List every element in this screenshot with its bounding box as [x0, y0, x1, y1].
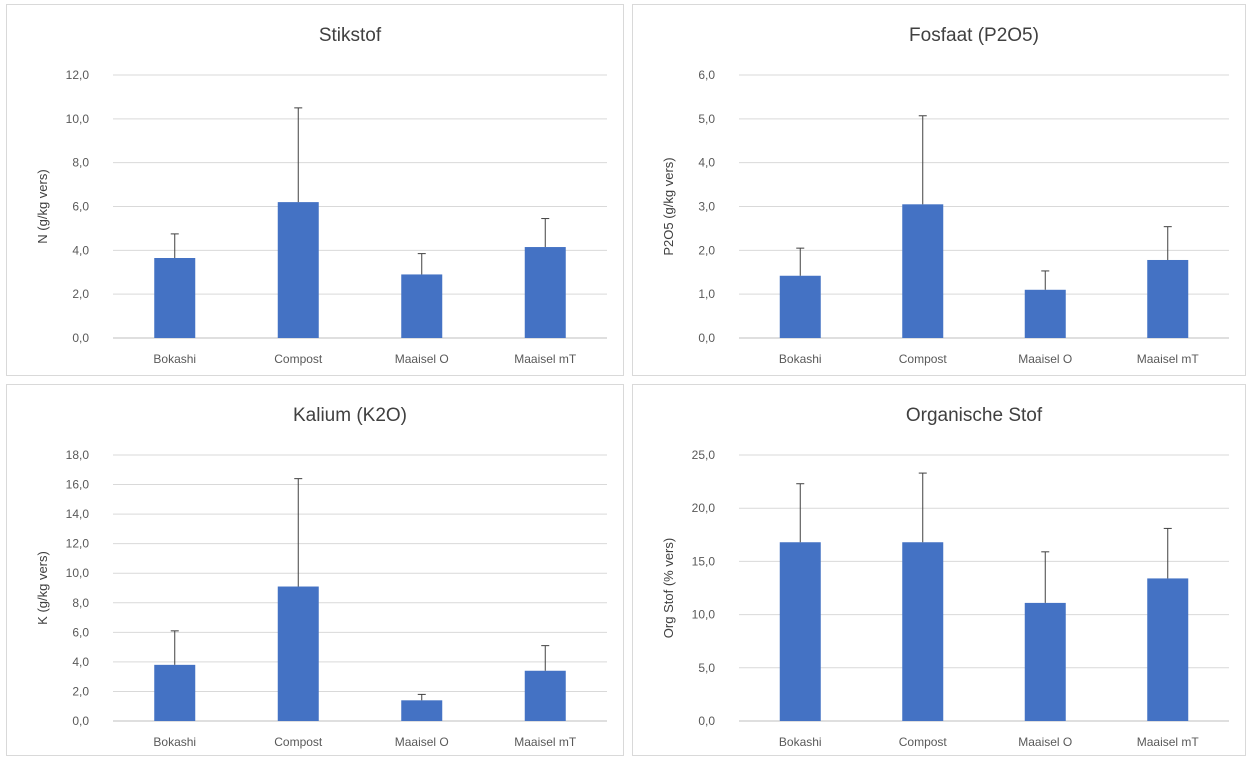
y-tick-label: 12,0 [66, 537, 90, 551]
bar [277, 586, 319, 721]
y-tick-label: 3,0 [698, 200, 715, 214]
y-tick-label: 10,0 [692, 608, 716, 622]
x-tick-label: Compost [274, 352, 323, 366]
bar [779, 275, 821, 338]
y-tick-label: 5,0 [698, 661, 715, 675]
y-tick-label: 6,0 [72, 200, 89, 214]
bar [154, 258, 196, 338]
x-tick-label: Maaisel O [395, 735, 449, 749]
chart-title: Stikstof [319, 25, 382, 46]
y-tick-label: 20,0 [692, 501, 716, 515]
y-tick-label: 0,0 [72, 714, 89, 728]
y-tick-label: 4,0 [72, 655, 89, 669]
x-tick-label: Maaisel O [1018, 352, 1072, 366]
chart-svg-organische-stof: Organische Stof 0,0 5,0 10,0 15,0 20,0 25,0 Org… [661, 405, 1229, 749]
x-tick-label: Bokashi [153, 352, 196, 366]
bar [1024, 602, 1066, 721]
y-tick-label: 10,0 [66, 566, 90, 580]
y-tick-label: 10,0 [66, 112, 90, 126]
y-tick-label: 2,0 [72, 684, 89, 698]
bar [1147, 259, 1189, 338]
y-tick-label: 8,0 [72, 156, 89, 170]
x-tick-label: Bokashi [779, 352, 822, 366]
bar [401, 700, 443, 721]
y-tick-label: 18,0 [66, 448, 90, 462]
y-tick-label: 14,0 [66, 507, 90, 521]
chart-svg-stikstof: Stikstof 0,0 2,0 4,0 6,0 8,0 10,0 12,0 N (g/kg v… [35, 25, 607, 366]
chart-panel-organische-stof: Organische Stof 0,0 5,0 10,0 15,0 20,0 25,0 Org… [632, 384, 1246, 756]
y-tick-label: 5,0 [698, 112, 715, 126]
x-tick-label: Maaisel mT [514, 735, 577, 749]
y-tick-label: 16,0 [66, 478, 90, 492]
bar [1024, 289, 1066, 338]
y-tick-label: 0,0 [698, 331, 715, 345]
y-tick-label: 0,0 [698, 714, 715, 728]
x-tick-label: Compost [899, 735, 948, 749]
y-tick-label: 6,0 [698, 68, 715, 82]
bar [902, 204, 944, 338]
x-tick-label: Maaisel O [1018, 735, 1072, 749]
x-tick-label: Maaisel mT [1137, 352, 1200, 366]
y-tick-label: 4,0 [698, 156, 715, 170]
chart-svg-fosfaat: Fosfaat (P2O5) 0,0 1,0 2,0 3,0 4,0 5,0 6,0 P2O5 … [661, 25, 1229, 366]
bar [779, 542, 821, 721]
x-tick-label: Bokashi [779, 735, 822, 749]
x-tick-label: Compost [899, 352, 948, 366]
chart-panel-stikstof: Stikstof 0,0 2,0 4,0 6,0 8,0 10,0 12,0 N (g/kg v… [6, 4, 624, 376]
bar [524, 670, 566, 721]
bar [524, 247, 566, 338]
bar [154, 664, 196, 721]
chart-svg-kalium: Kalium (K2O) 0,0 2,0 4,0 6,0 8,0 10,0 12,0 14,0 1… [35, 405, 607, 749]
bar [277, 202, 319, 338]
x-tick-label: Bokashi [153, 735, 196, 749]
chart-panel-fosfaat: Fosfaat (P2O5) 0,0 1,0 2,0 3,0 4,0 5,0 6,0 P2O5 … [632, 4, 1246, 376]
chart-title: Organische Stof [906, 405, 1043, 426]
bar [902, 542, 944, 721]
y-axis-label: K (g/kg vers) [35, 551, 50, 625]
chart-panel-kalium: Kalium (K2O) 0,0 2,0 4,0 6,0 8,0 10,0 12,0 14,0 1… [6, 384, 624, 756]
y-tick-label: 15,0 [692, 554, 716, 568]
y-tick-label: 2,0 [72, 287, 89, 301]
chart-title: Kalium (K2O) [293, 405, 407, 426]
bar [1147, 578, 1189, 721]
x-tick-label: Maaisel mT [514, 352, 577, 366]
y-tick-label: 12,0 [66, 68, 90, 82]
y-tick-label: 25,0 [692, 448, 716, 462]
y-tick-label: 8,0 [72, 596, 89, 610]
y-tick-label: 0,0 [72, 331, 89, 345]
y-tick-label: 6,0 [72, 625, 89, 639]
x-tick-label: Compost [274, 735, 323, 749]
chart-title: Fosfaat (P2O5) [909, 25, 1039, 46]
y-tick-label: 2,0 [698, 243, 715, 257]
x-tick-label: Maaisel mT [1137, 735, 1200, 749]
y-axis-label: Org Stof (% vers) [661, 538, 676, 638]
bar [401, 274, 443, 338]
y-axis-label: P2O5 (g/kg vers) [661, 157, 676, 255]
y-tick-label: 1,0 [698, 287, 715, 301]
y-axis-label: N (g/kg vers) [35, 169, 50, 243]
y-tick-label: 4,0 [72, 243, 89, 257]
x-tick-label: Maaisel O [395, 352, 449, 366]
